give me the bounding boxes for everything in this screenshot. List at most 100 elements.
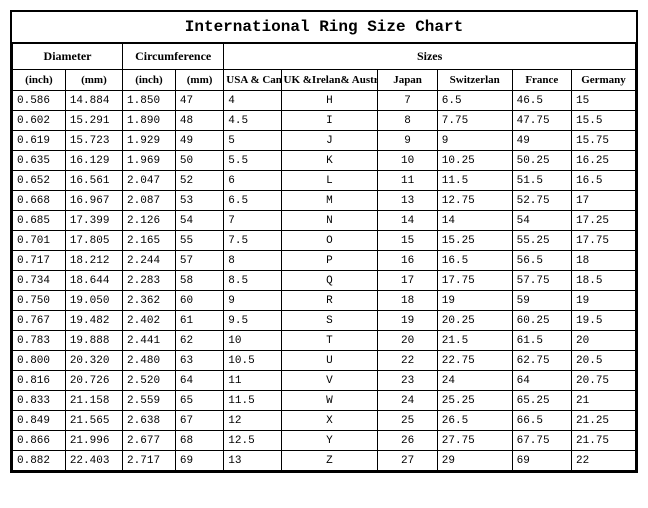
table-cell: 22.75 — [437, 351, 512, 371]
table-cell: P — [281, 251, 378, 271]
table-row: 0.58614.8841.850474H76.546.515 — [13, 91, 636, 111]
table-cell: 0.602 — [13, 111, 66, 131]
table-row: 0.61915.7231.929495J994915.75 — [13, 131, 636, 151]
table-cell: 6.5 — [224, 191, 281, 211]
table-cell: 21.75 — [572, 431, 636, 451]
table-cell: 20.25 — [437, 311, 512, 331]
table-row: 0.80020.3202.4806310.5U2222.7562.7520.5 — [13, 351, 636, 371]
table-cell: 0.586 — [13, 91, 66, 111]
header-diam-mm: (mm) — [65, 70, 122, 91]
chart-title: International Ring Size Chart — [12, 12, 636, 43]
table-cell: 11 — [224, 371, 281, 391]
table-cell: 17.75 — [437, 271, 512, 291]
header-circumference: Circumference — [123, 44, 224, 70]
table-cell: 64 — [175, 371, 223, 391]
table-cell: 1.850 — [123, 91, 176, 111]
table-cell: 62 — [175, 331, 223, 351]
table-cell: 66.5 — [512, 411, 571, 431]
table-cell: 5.5 — [224, 151, 281, 171]
table-cell: 56.5 — [512, 251, 571, 271]
table-cell: 61.5 — [512, 331, 571, 351]
table-cell: 52 — [175, 171, 223, 191]
table-cell: 2.638 — [123, 411, 176, 431]
table-row: 0.65216.5612.047526L1111.551.516.5 — [13, 171, 636, 191]
table-cell: 1.969 — [123, 151, 176, 171]
table-cell: 51.5 — [512, 171, 571, 191]
table-cell: 0.767 — [13, 311, 66, 331]
table-cell: 21.158 — [65, 391, 122, 411]
table-cell: 47 — [175, 91, 223, 111]
table-cell: 47.75 — [512, 111, 571, 131]
table-cell: 18.212 — [65, 251, 122, 271]
table-cell: 6 — [224, 171, 281, 191]
table-row: 0.88222.4032.7176913Z27296922 — [13, 451, 636, 471]
table-cell: 2.677 — [123, 431, 176, 451]
table-cell: W — [281, 391, 378, 411]
table-body: 0.58614.8841.850474H76.546.5150.60215.29… — [13, 91, 636, 471]
table-cell: 15.723 — [65, 131, 122, 151]
table-cell: 22.403 — [65, 451, 122, 471]
header-germany: Germany — [572, 70, 636, 91]
table-cell: 25.25 — [437, 391, 512, 411]
table-cell: 13 — [378, 191, 437, 211]
table-row: 0.81620.7262.5206411V23246420.75 — [13, 371, 636, 391]
table-cell: K — [281, 151, 378, 171]
table-cell: 10.5 — [224, 351, 281, 371]
table-row: 0.78319.8882.4416210T2021.561.520 — [13, 331, 636, 351]
table-cell: 0.816 — [13, 371, 66, 391]
table-cell: 69 — [175, 451, 223, 471]
table-cell: 22 — [378, 351, 437, 371]
table-cell: 11.5 — [224, 391, 281, 411]
table-cell: 68 — [175, 431, 223, 451]
table-cell: 21.565 — [65, 411, 122, 431]
table-cell: 1.890 — [123, 111, 176, 131]
table-cell: 16 — [378, 251, 437, 271]
table-cell: 26 — [378, 431, 437, 451]
table-cell: 54 — [512, 211, 571, 231]
table-cell: 62.75 — [512, 351, 571, 371]
table-cell: Y — [281, 431, 378, 451]
table-cell: 18.644 — [65, 271, 122, 291]
table-cell: 19.888 — [65, 331, 122, 351]
table-cell: 2.087 — [123, 191, 176, 211]
table-cell: 0.635 — [13, 151, 66, 171]
table-cell: 27.75 — [437, 431, 512, 451]
table-cell: 8 — [378, 111, 437, 131]
table-cell: J — [281, 131, 378, 151]
table-row: 0.60215.2911.890484.5I87.7547.7515.5 — [13, 111, 636, 131]
table-row: 0.84921.5652.6386712X2526.566.521.25 — [13, 411, 636, 431]
table-cell: 18.5 — [572, 271, 636, 291]
table-cell: 21 — [572, 391, 636, 411]
table-row: 0.83321.1582.5596511.5W2425.2565.2521 — [13, 391, 636, 411]
table-cell: 10 — [378, 151, 437, 171]
table-cell: 63 — [175, 351, 223, 371]
table-cell: V — [281, 371, 378, 391]
table-cell: 26.5 — [437, 411, 512, 431]
table-cell: M — [281, 191, 378, 211]
table-cell: 9.5 — [224, 311, 281, 331]
table-cell: O — [281, 231, 378, 251]
table-cell: 54 — [175, 211, 223, 231]
table-row: 0.68517.3992.126547N14145417.25 — [13, 211, 636, 231]
table-cell: 15.291 — [65, 111, 122, 131]
table-row: 0.76719.4822.402619.5S1920.2560.2519.5 — [13, 311, 636, 331]
table-cell: 7 — [378, 91, 437, 111]
table-cell: 16.967 — [65, 191, 122, 211]
table-cell: 60 — [175, 291, 223, 311]
table-cell: 53 — [175, 191, 223, 211]
table-cell: I — [281, 111, 378, 131]
table-cell: 24 — [378, 391, 437, 411]
table-cell: 15.25 — [437, 231, 512, 251]
table-cell: 20.726 — [65, 371, 122, 391]
table-cell: R — [281, 291, 378, 311]
header-circ-inch: (inch) — [123, 70, 176, 91]
table-cell: 61 — [175, 311, 223, 331]
table-cell: 0.652 — [13, 171, 66, 191]
table-row: 0.75019.0502.362609R18195919 — [13, 291, 636, 311]
table-cell: 2.244 — [123, 251, 176, 271]
table-cell: 59 — [512, 291, 571, 311]
table-cell: 67.75 — [512, 431, 571, 451]
table-cell: 2.165 — [123, 231, 176, 251]
table-cell: H — [281, 91, 378, 111]
header-circ-mm: (mm) — [175, 70, 223, 91]
